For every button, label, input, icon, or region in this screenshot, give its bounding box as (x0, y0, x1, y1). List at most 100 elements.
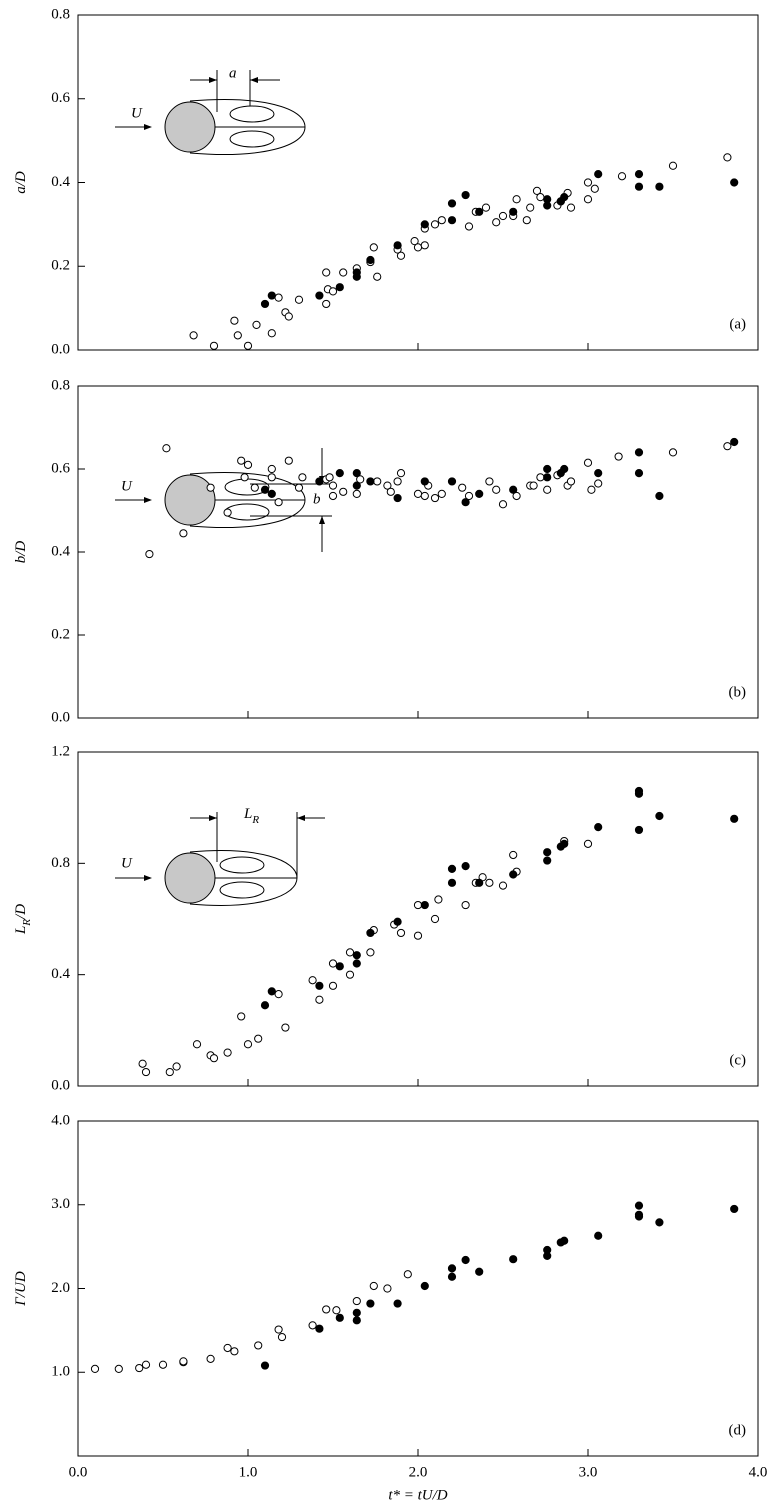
data-point (284, 456, 293, 465)
data-point (560, 464, 569, 474)
inset-b (115, 448, 332, 552)
data-point (509, 207, 518, 216)
data-point (437, 216, 446, 225)
data-point (230, 316, 239, 325)
data-point (386, 487, 395, 496)
plot-frame (77, 751, 759, 1087)
data-point (583, 839, 593, 848)
data-point (396, 928, 406, 938)
data-point (583, 458, 593, 467)
y-tick-label: 0.8 (51, 6, 70, 22)
data-point (560, 1236, 569, 1245)
y-tick-label: 0.2 (51, 626, 70, 642)
y-tick-label: 0.2 (51, 258, 70, 274)
data-point (192, 1040, 202, 1049)
data-point (352, 469, 361, 478)
data-point (498, 500, 508, 509)
data-point (90, 1364, 100, 1374)
y-label-main: L (13, 926, 29, 935)
data-point (393, 493, 402, 503)
data-point (294, 483, 304, 492)
data-point (413, 900, 423, 910)
y-tick-label: 0.4 (51, 966, 70, 982)
data-point (352, 959, 361, 968)
data-point (315, 1324, 324, 1333)
data-point (634, 448, 644, 457)
data-point (485, 477, 494, 486)
data-point (594, 170, 603, 179)
plot-frame (77, 1120, 759, 1457)
data-point (267, 489, 276, 498)
data-point (325, 473, 334, 482)
data-point (730, 178, 739, 187)
data-point (655, 811, 664, 821)
data-point (352, 268, 361, 277)
data-point (403, 1270, 412, 1279)
data-point (594, 469, 603, 478)
inset-label: U (121, 478, 133, 494)
inset-label: LR (243, 806, 259, 825)
panel-label: (d) (729, 1422, 747, 1438)
data-point (522, 216, 531, 225)
data-point (243, 460, 253, 469)
data-point (509, 485, 518, 494)
data-point (335, 962, 344, 971)
data-point (114, 1364, 123, 1374)
data-point (328, 959, 338, 968)
data-point (410, 237, 419, 246)
data-point (447, 216, 457, 225)
y-label-main: a (13, 186, 29, 194)
data-point (274, 293, 283, 302)
data-point (267, 329, 276, 338)
data-point (509, 850, 518, 860)
data-point (634, 1210, 644, 1219)
inset-a (115, 70, 306, 155)
data-point (481, 203, 491, 212)
data-point (267, 291, 276, 300)
data-point (509, 1255, 518, 1264)
data-point (252, 320, 261, 329)
data-point (328, 287, 338, 296)
y-label-rest: /UD (13, 1271, 29, 1298)
data-point (206, 483, 215, 492)
data-point (223, 1343, 232, 1353)
data-point (560, 193, 569, 202)
data-point (430, 914, 440, 924)
data-point (294, 295, 304, 304)
data-point (335, 469, 344, 478)
data-point (617, 172, 627, 181)
data-point (730, 814, 739, 823)
data-point (420, 220, 429, 229)
data-point (543, 1245, 552, 1255)
data-point (315, 981, 324, 990)
data-point (308, 1321, 317, 1330)
data-point (332, 1306, 341, 1315)
data-point (447, 878, 457, 887)
data-point (209, 1054, 219, 1063)
data-point (543, 485, 552, 494)
data-point (141, 1067, 151, 1077)
y-tick-label: 3.0 (51, 1196, 70, 1212)
data-point (322, 299, 331, 309)
data-point (529, 481, 538, 490)
data-point (369, 1281, 378, 1291)
data-point (723, 442, 732, 451)
data-point (498, 881, 508, 890)
data-point (464, 222, 474, 231)
data-point (420, 241, 429, 250)
data-point (315, 477, 324, 486)
data-point (420, 900, 429, 910)
data-point (284, 312, 293, 321)
data-point (352, 481, 361, 490)
data-point (223, 1048, 232, 1057)
data-point (339, 268, 348, 277)
data-point (243, 341, 253, 350)
data-point (277, 1332, 287, 1342)
data-point (243, 1040, 253, 1049)
data-point (322, 1305, 331, 1314)
data-point (437, 489, 446, 498)
data-point (543, 201, 552, 210)
data-point (475, 878, 484, 887)
data-point (366, 928, 375, 938)
